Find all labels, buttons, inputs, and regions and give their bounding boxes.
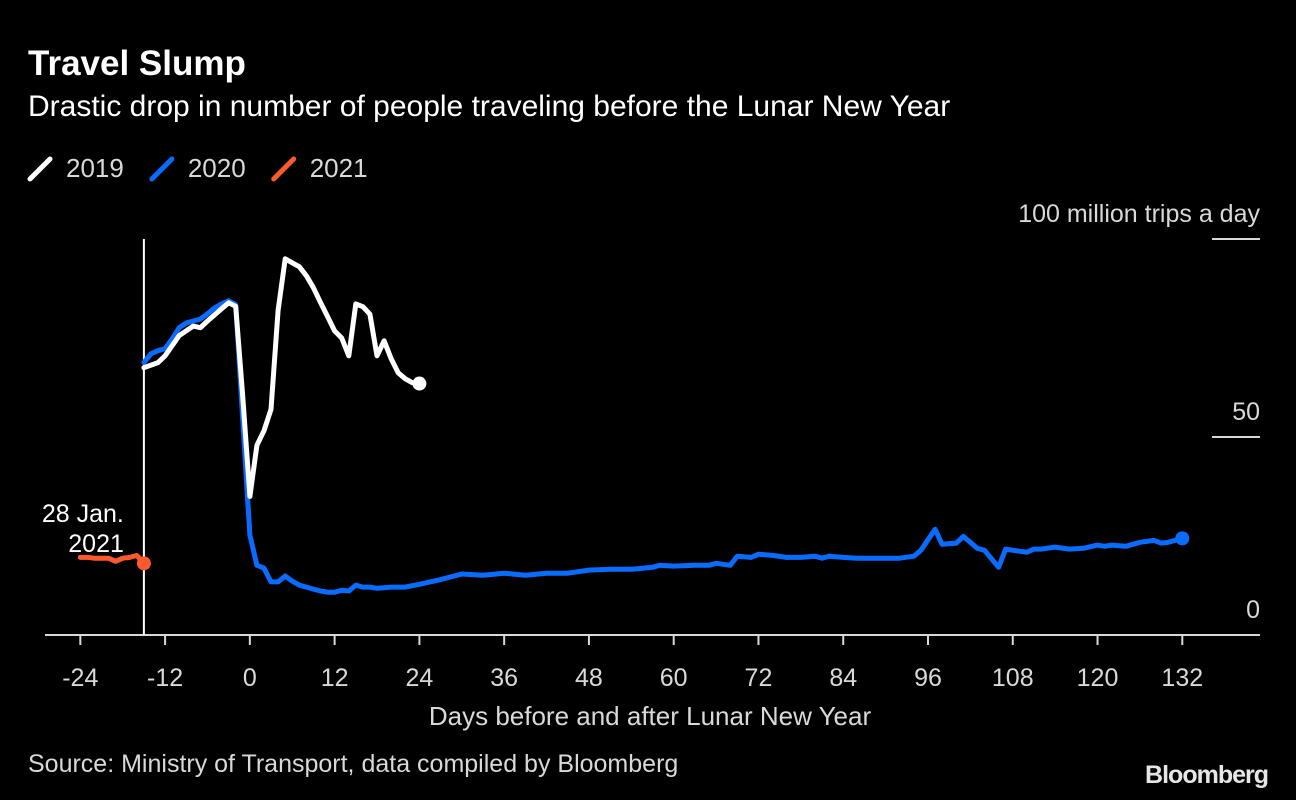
- x-tick-label: -12: [147, 664, 183, 692]
- series-line: [77, 552, 147, 566]
- x-tick-label: 108: [992, 664, 1034, 692]
- x-tick-label: 48: [575, 664, 603, 692]
- x-tick-label: 132: [1161, 664, 1203, 692]
- y-tick-label: 0: [1246, 596, 1260, 624]
- x-tick-label: 36: [490, 664, 518, 692]
- x-tick-label: -24: [62, 664, 98, 692]
- annotation-text: 2021: [68, 530, 124, 558]
- x-axis-label: Days before and after Lunar New Year: [429, 701, 872, 731]
- end-dot: [412, 376, 427, 391]
- x-tick-label: 120: [1077, 664, 1119, 692]
- end-dot: [136, 556, 151, 571]
- x-tick-label: 24: [405, 664, 433, 692]
- y-tick-label: 100 million trips a day: [1018, 200, 1260, 228]
- y-tick-label: 50: [1232, 398, 1260, 426]
- legend-label: 2019: [66, 153, 124, 183]
- chart-title: Travel Slump: [28, 44, 246, 83]
- chart-subtitle: Drastic drop in number of people traveli…: [28, 90, 950, 123]
- x-tick-label: 96: [914, 664, 942, 692]
- x-tick-label: 12: [321, 664, 349, 692]
- legend-label: 2020: [188, 153, 246, 183]
- annotation-text: 28 Jan.: [42, 500, 124, 528]
- legend-swatch: [271, 156, 297, 182]
- source: Source: Ministry of Transport, data comp…: [28, 750, 678, 778]
- series-line: [141, 256, 422, 499]
- x-tick-label: 0: [243, 664, 257, 692]
- x-tick-label: 84: [829, 664, 857, 692]
- x-tick-label: 72: [745, 664, 773, 692]
- x-tick-label: 60: [660, 664, 688, 692]
- legend-swatch: [149, 156, 175, 182]
- end-dot: [1175, 531, 1190, 546]
- legend-swatch: [27, 156, 53, 182]
- series-line: [141, 298, 1185, 595]
- brand: Bloomberg: [1145, 761, 1268, 789]
- legend-label: 2021: [310, 153, 368, 183]
